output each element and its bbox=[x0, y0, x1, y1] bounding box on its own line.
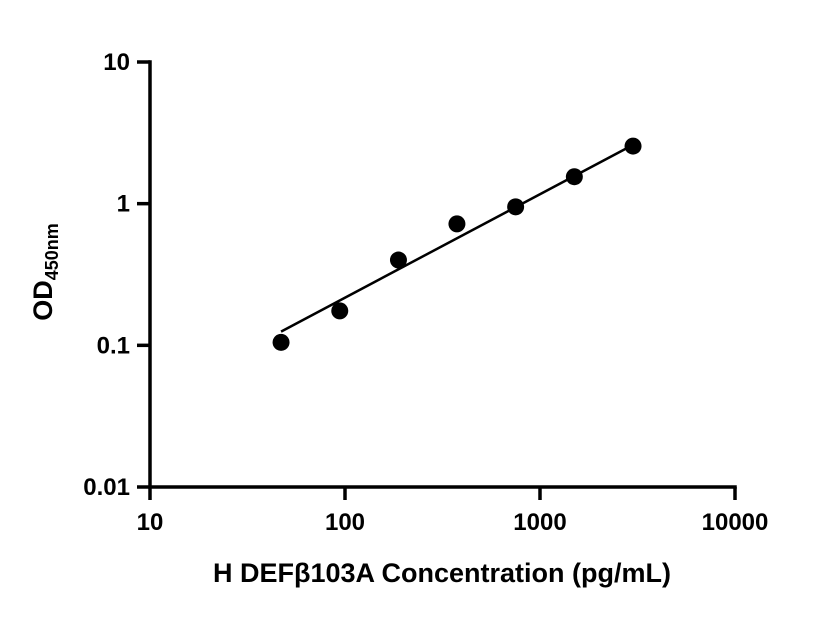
data-point bbox=[565, 168, 583, 186]
y-axis-title: OD450nm bbox=[28, 223, 62, 321]
y-axis-title-subscript: 450nm bbox=[42, 223, 62, 280]
y-axis-title-main: OD bbox=[28, 280, 58, 321]
x-axis-title: H DEFβ103A Concentration (pg/mL) bbox=[213, 558, 671, 588]
data-point bbox=[389, 251, 407, 269]
x-tick-label: 10 bbox=[137, 509, 164, 536]
y-tick-label: 1 bbox=[117, 191, 130, 218]
y-tick-label: 0.01 bbox=[83, 474, 130, 501]
data-point bbox=[624, 137, 642, 155]
tick-labels: 10 100 1000 10000 0.01 0.1 1 10 bbox=[83, 49, 768, 536]
data-point bbox=[272, 333, 290, 351]
axis-lines bbox=[148, 60, 737, 489]
tick-marks bbox=[137, 60, 737, 500]
data-point bbox=[507, 198, 525, 216]
y-tick-label: 10 bbox=[103, 49, 130, 76]
x-tick-label: 100 bbox=[325, 509, 365, 536]
axes bbox=[148, 60, 737, 489]
x-tick-label: 10000 bbox=[702, 509, 769, 536]
y-tick-label: 0.1 bbox=[97, 332, 130, 359]
data-point bbox=[331, 302, 349, 320]
data-point bbox=[448, 215, 466, 233]
x-tick-label: 1000 bbox=[513, 509, 566, 536]
data-series bbox=[272, 137, 642, 351]
